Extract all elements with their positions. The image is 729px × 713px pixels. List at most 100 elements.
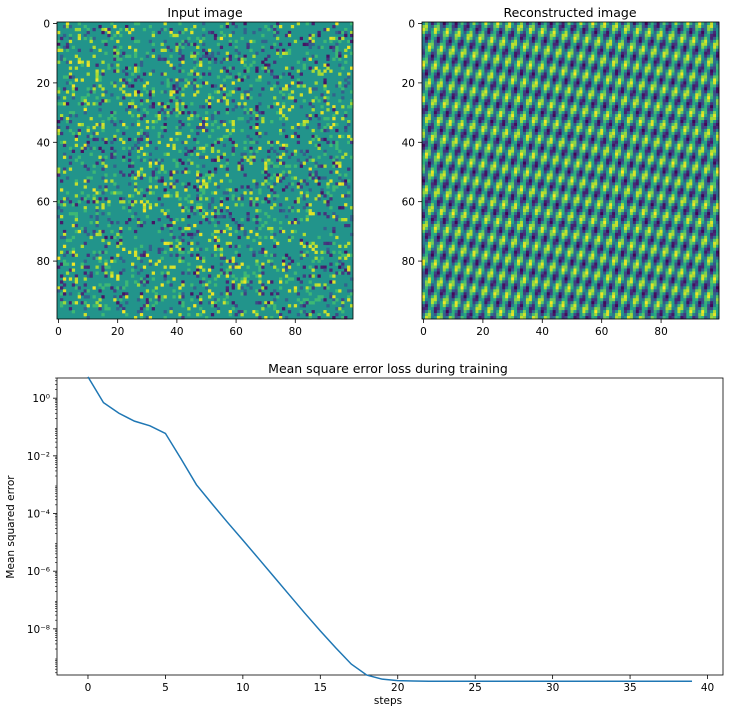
heatmap-cell xyxy=(308,274,312,278)
heatmap-cell xyxy=(219,209,224,213)
heatmap-cell xyxy=(335,289,339,293)
heatmap-cell xyxy=(264,66,268,70)
heatmap-cell xyxy=(698,36,702,41)
heatmap-cell xyxy=(704,60,708,64)
heatmap-cell xyxy=(323,200,327,204)
heatmap-cell xyxy=(689,27,693,32)
heatmap-cell xyxy=(187,158,191,162)
heatmap-cell xyxy=(163,188,167,192)
heatmap-cell xyxy=(677,69,681,73)
heatmap-cell xyxy=(279,90,283,94)
heatmap-cell xyxy=(71,247,76,251)
heatmap-cell xyxy=(656,45,660,50)
heatmap-cell xyxy=(181,295,185,299)
heatmap-cell xyxy=(623,48,628,52)
heatmap-cell xyxy=(202,33,206,38)
heatmap-cell xyxy=(597,75,601,79)
heatmap-cell xyxy=(585,33,589,38)
heatmap-cell xyxy=(716,24,720,29)
heatmap-cell xyxy=(534,48,539,52)
heatmap-cell xyxy=(427,48,432,52)
heatmap-cell xyxy=(181,250,185,254)
heatmap-cell xyxy=(160,90,164,94)
heatmap-cell xyxy=(320,128,324,133)
heatmap-cell xyxy=(424,30,429,35)
heatmap-cell xyxy=(151,93,155,97)
heatmap-cell xyxy=(668,66,672,70)
heatmap-cell xyxy=(323,250,327,254)
heatmap-cell xyxy=(62,289,67,293)
heatmap-cell xyxy=(644,51,649,55)
heatmap-cell xyxy=(677,39,681,44)
heatmap-cell xyxy=(113,173,117,177)
heatmap-cell xyxy=(433,30,438,35)
heatmap-cell xyxy=(261,66,265,70)
heatmap-cell xyxy=(713,22,717,26)
heatmap-cell xyxy=(225,108,229,112)
heatmap-cell xyxy=(493,54,497,58)
heatmap-cell xyxy=(534,90,539,94)
heatmap-cell xyxy=(231,22,235,26)
heatmap-cell xyxy=(190,206,194,210)
heatmap-cell xyxy=(656,60,660,64)
heatmap-cell xyxy=(178,286,182,290)
heatmap-cell xyxy=(454,69,458,73)
heatmap-cell xyxy=(308,173,312,177)
heatmap-cell xyxy=(237,283,241,287)
heatmap-cell xyxy=(644,66,649,70)
heatmap-cell xyxy=(178,241,182,246)
heatmap-cell xyxy=(267,301,271,305)
heatmap-cell xyxy=(528,51,533,55)
heatmap-cell xyxy=(472,45,476,50)
heatmap-cell xyxy=(552,30,556,35)
heatmap-cell xyxy=(692,54,696,58)
heatmap-cell xyxy=(582,78,586,82)
heatmap-cell xyxy=(588,93,592,97)
heatmap-cell xyxy=(107,117,111,121)
heatmap-cell xyxy=(653,93,657,97)
heatmap-cell xyxy=(454,27,458,32)
heatmap-cell xyxy=(225,173,229,177)
heatmap-cell xyxy=(323,164,327,168)
heatmap-cell xyxy=(273,33,277,38)
heatmap-cell xyxy=(606,90,610,94)
heatmap-cell xyxy=(436,87,441,91)
heatmap-cell xyxy=(490,60,494,64)
heatmap-cell xyxy=(561,78,565,82)
heatmap-cell xyxy=(104,244,108,249)
heatmap-cell xyxy=(104,173,108,177)
heatmap-cell xyxy=(454,30,458,35)
heatmap-cell xyxy=(136,146,141,151)
heatmap-cell xyxy=(716,69,720,73)
heatmap-cell xyxy=(520,48,524,52)
heatmap-cell xyxy=(629,63,634,67)
heatmap-cell xyxy=(478,45,482,50)
heatmap-cell xyxy=(671,54,675,58)
heatmap-cell xyxy=(591,69,595,73)
heatmap-cell xyxy=(261,283,265,287)
heatmap-cell xyxy=(305,114,309,118)
heatmap-cell xyxy=(433,42,438,47)
heatmap-cell xyxy=(326,250,330,254)
heatmap-cell xyxy=(508,48,512,52)
heatmap-cell xyxy=(166,105,170,109)
heatmap-cell xyxy=(110,259,114,263)
heatmap-cell xyxy=(228,75,232,79)
heatmap-cell xyxy=(561,75,565,79)
heatmap-cell xyxy=(296,292,301,296)
heatmap-cell xyxy=(68,161,73,165)
heatmap-cell xyxy=(216,90,221,94)
heatmap-cell xyxy=(520,66,524,70)
heatmap-cell xyxy=(517,63,521,67)
heatmap-cell xyxy=(279,143,283,148)
heatmap-cell xyxy=(287,84,292,88)
heatmap-cell xyxy=(323,226,327,231)
heatmap-cell xyxy=(531,81,536,85)
heatmap-cell xyxy=(116,191,120,195)
heatmap-cell xyxy=(531,57,536,61)
heatmap-cell xyxy=(549,57,553,61)
heatmap-cell xyxy=(686,39,690,44)
heatmap-cell xyxy=(561,30,565,35)
heatmap-cell xyxy=(427,51,432,55)
heatmap-cell xyxy=(225,57,229,61)
